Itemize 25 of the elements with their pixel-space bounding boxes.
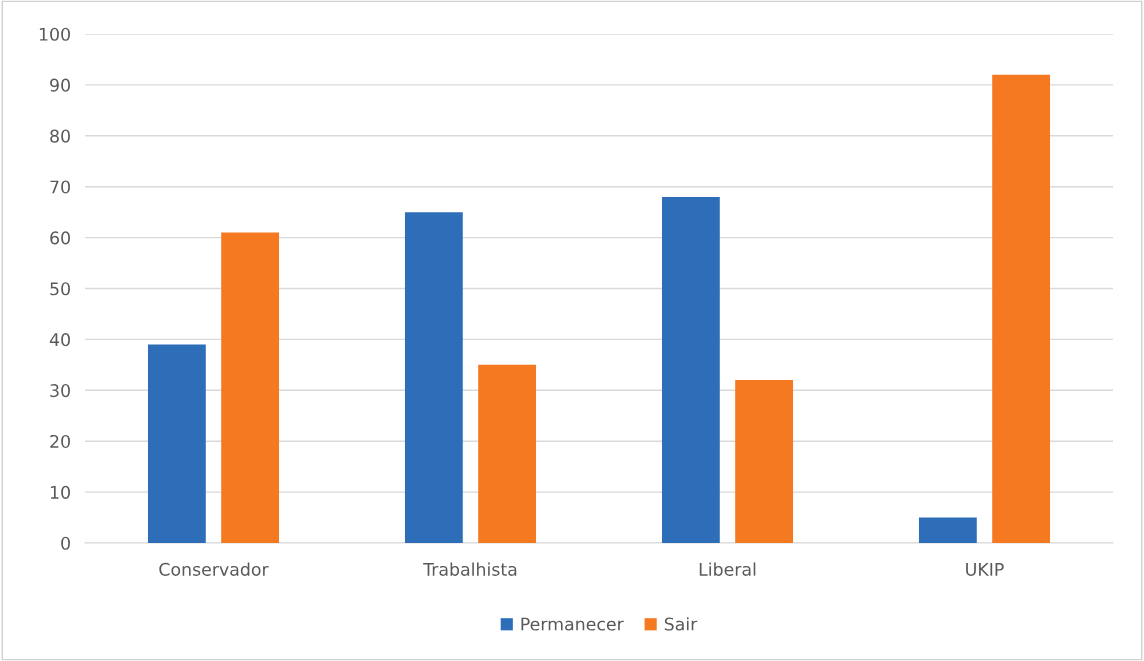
y-tick-label: 100 <box>39 27 70 41</box>
y-tick-label: 80 <box>50 129 70 143</box>
bar <box>221 232 280 543</box>
legend-label: Permanecer <box>521 617 624 631</box>
bar <box>147 344 206 543</box>
y-tick-label: 30 <box>50 384 70 398</box>
legend-label: Sair <box>664 617 698 631</box>
bar <box>661 196 720 543</box>
y-tick-label: 60 <box>50 231 70 245</box>
y-tick-label: 10 <box>50 485 70 499</box>
y-tick-label: 0 <box>61 536 70 550</box>
x-tick-label: UKIP <box>966 562 1004 576</box>
y-tick-label: 40 <box>49 333 70 347</box>
bar <box>992 74 1051 543</box>
y-tick-label: 50 <box>50 282 70 296</box>
x-tick-label: Liberal <box>699 562 756 576</box>
x-tick-label: Trabalhista <box>423 562 517 576</box>
bar <box>478 364 537 543</box>
bar <box>918 517 977 543</box>
bar <box>735 380 794 543</box>
y-tick-label: 90 <box>50 78 70 92</box>
x-tick-label: Conservador <box>159 562 269 576</box>
y-tick-label: 70 <box>50 180 70 194</box>
bar <box>404 212 463 543</box>
y-tick-label: 20 <box>50 434 70 449</box>
